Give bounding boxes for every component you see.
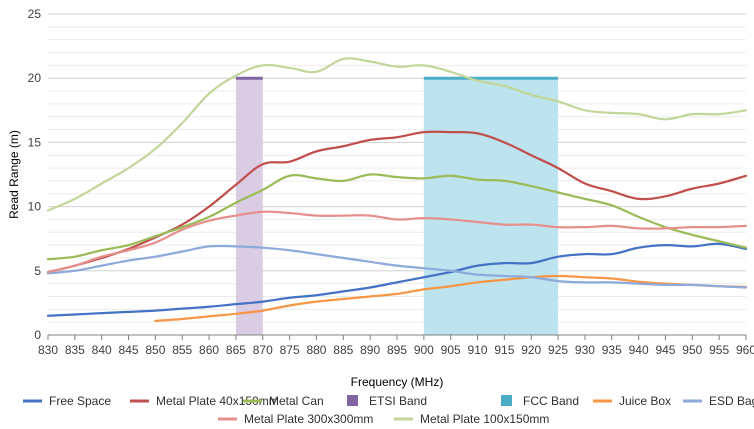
- legend-label-etsi-band: ETSI Band: [369, 394, 427, 408]
- x-tick-label-915: 915: [494, 343, 514, 357]
- legend-label-metal-plate-40x150mm: Metal Plate 40x150mm: [156, 394, 279, 408]
- legend-item-metal-plate-40x150mm: Metal Plate 40x150mm: [130, 394, 279, 408]
- legend-item-esd-bag: ESD Bag: [683, 394, 754, 408]
- x-tick-label-940: 940: [629, 343, 649, 357]
- series-line-free-space: [46, 242, 748, 317]
- series-line-metal-plate-40x150mm: [46, 130, 748, 274]
- x-tick-label-830: 830: [38, 343, 58, 357]
- x-tick-label-855: 855: [172, 343, 192, 357]
- legend-label-metal-plate-100x150mm: Metal Plate 100x150mm: [420, 412, 549, 426]
- band-etsi-band: [235, 78, 263, 335]
- x-tick-label-870: 870: [253, 343, 273, 357]
- series-line-esd-bag: [46, 244, 748, 289]
- legend-swatch-fcc-band: [501, 395, 512, 406]
- legend-label-juice-box: Juice Box: [619, 394, 671, 408]
- x-tick-label-925: 925: [548, 343, 568, 357]
- x-tick-label-910: 910: [468, 343, 488, 357]
- legend-label-metal-can: Metal Can: [269, 394, 324, 408]
- legend-swatch-etsi-band: [347, 395, 358, 406]
- x-tick-label-885: 885: [333, 343, 353, 357]
- band-fcc-band: [423, 78, 559, 335]
- legend-item-free-space: Free Space: [23, 394, 111, 408]
- legend-label-fcc-band: FCC Band: [523, 394, 579, 408]
- legend-item-metal-plate-300x300mm: Metal Plate 300x300mm: [218, 412, 373, 426]
- legend-label-esd-bag: ESD Bag: [709, 394, 754, 408]
- x-tick-label-840: 840: [92, 343, 112, 357]
- chart-series: [46, 57, 748, 323]
- y-axis-title: Read Range (m): [7, 130, 21, 219]
- legend-item-fcc-band: FCC Band: [501, 394, 579, 408]
- x-tick-label-900: 900: [414, 343, 434, 357]
- x-tick-label-960: 960: [736, 343, 754, 357]
- y-tick-label-15: 15: [28, 135, 42, 149]
- series-line-juice-box: [154, 274, 748, 323]
- series-line-metal-can: [46, 173, 748, 261]
- y-tick-label-5: 5: [34, 264, 41, 278]
- legend-item-metal-plate-100x150mm: Metal Plate 100x150mm: [394, 412, 549, 426]
- frequency-bands: [235, 76, 559, 335]
- legend-item-etsi-band: ETSI Band: [347, 394, 427, 408]
- legend-item-metal-can: Metal Can: [243, 394, 324, 408]
- x-tick-label-865: 865: [226, 343, 246, 357]
- y-axis-ticks: 0 5 10 15 20 25: [28, 7, 42, 342]
- series-line-metal-plate-100x150mm: [46, 57, 748, 212]
- x-tick-label-890: 890: [360, 343, 380, 357]
- chart-grid: [48, 13, 746, 336]
- x-tick-label-905: 905: [441, 343, 461, 357]
- x-tick-label-845: 845: [119, 343, 139, 357]
- legend-label-free-space: Free Space: [49, 394, 111, 408]
- x-tick-label-930: 930: [575, 343, 595, 357]
- x-tick-label-895: 895: [387, 343, 407, 357]
- y-tick-label-0: 0: [34, 328, 41, 342]
- x-tick-label-835: 835: [65, 343, 85, 357]
- x-axis-ticks: 830 835 840 845 850 855 860 865 870 875 880 885 890 8…: [38, 335, 754, 357]
- x-tick-label-850: 850: [145, 343, 165, 357]
- x-tick-label-950: 950: [682, 343, 702, 357]
- x-tick-label-860: 860: [199, 343, 219, 357]
- legend-label-metal-plate-300x300mm: Metal Plate 300x300mm: [244, 412, 373, 426]
- legend-item-juice-box: Juice Box: [593, 394, 671, 408]
- y-tick-label-10: 10: [28, 200, 42, 214]
- y-tick-label-20: 20: [28, 71, 42, 85]
- x-tick-label-935: 935: [602, 343, 622, 357]
- series-line-metal-plate-300x300mm: [46, 210, 748, 274]
- x-tick-label-955: 955: [709, 343, 729, 357]
- x-tick-label-875: 875: [280, 343, 300, 357]
- x-axis-title: Frequency (MHz): [351, 375, 444, 389]
- x-tick-label-920: 920: [521, 343, 541, 357]
- y-tick-label-25: 25: [28, 7, 42, 21]
- x-tick-label-945: 945: [655, 343, 675, 357]
- x-tick-label-880: 880: [306, 343, 326, 357]
